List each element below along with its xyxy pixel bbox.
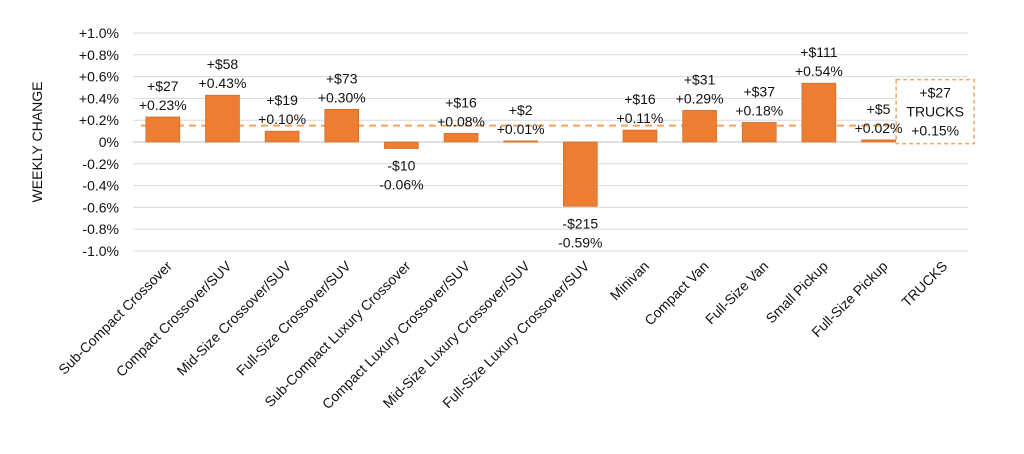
bar [443,132,479,143]
bar-dollar-label: -$215 [562,215,598,231]
bar-percent-label: +0.18% [735,102,783,118]
bar-dollar-label: +$58 [207,56,239,72]
average-percent-label: +0.15% [911,123,959,139]
bar-percent-label: +0.02% [855,120,903,136]
bar-percent-label: +0.01% [497,121,545,137]
x-category-label: Minivan [607,258,652,303]
bar [264,130,300,143]
y-tick-label: +0.2% [79,112,119,128]
bar-percent-label: +0.54% [795,63,843,79]
y-tick-label: +0.6% [79,69,119,85]
bar [145,116,181,143]
bar-percent-label: +0.43% [199,75,247,91]
x-category-label: Compact Van [641,258,712,329]
bar-percent-label: +0.29% [676,90,724,106]
bar-dollar-label: +$31 [684,71,716,87]
bar [741,122,777,143]
x-category-label: Full-Size Crossover/SUV [233,257,354,378]
y-tick-label: -0.4% [82,178,119,194]
average-line-group: +$27 TRUCKS +0.15% [141,78,975,145]
y-tick-label: -1.0% [82,243,119,259]
bar [205,94,240,143]
average-name-label: TRUCKS [906,104,964,120]
bar-dollar-label: -$10 [387,158,415,174]
bar [503,140,538,143]
y-axis-ticks: +1.0% +0.8% +0.6% +0.4% +0.2% 0% -0.2% -0.4% -0.… [79,25,119,259]
bar [563,141,598,207]
bar-percent-label: +0.10% [258,111,306,127]
bar-dollar-label: +$5 [867,101,891,117]
bar-percent-label: +0.30% [318,89,366,105]
bar [324,109,360,143]
bar [861,139,896,143]
bar-dollar-label: +$19 [266,92,298,108]
bar-percent-label: -0.06% [379,177,423,193]
bar-dollar-label: +$111 [800,44,837,60]
y-tick-label: +0.8% [79,47,119,63]
x-category-label: Sub-Compact Crossover [55,258,175,378]
y-tick-label: -0.8% [82,221,119,237]
bar-percent-label: +0.08% [437,113,485,129]
bar-dollar-label: +$2 [509,102,533,118]
data-labels: +$27 +0.23% +$58 +0.43% +$19 +0.10% +$73 +0.30%… [139,44,903,250]
bar-dollar-label: +$27 [147,78,179,94]
y-axis-title: WEEKLY CHANGE [29,82,45,203]
y-tick-label: -0.2% [82,156,119,172]
bar-dollar-label: +$16 [624,91,656,107]
average-label-box [895,78,975,145]
x-category-label: Compact Crossover/SUV [113,257,235,379]
y-tick-label: +1.0% [79,25,119,41]
bar-dollar-label: +$37 [743,83,775,99]
x-category-label: TRUCKS [898,258,950,310]
average-dollar-label: +$27 [919,85,951,101]
y-tick-label: -0.6% [82,199,119,215]
bar-dollar-label: +$73 [326,70,358,86]
bar [801,82,837,143]
bar-percent-label: -0.59% [558,234,602,250]
bar [384,141,419,149]
bar [682,110,717,143]
x-category-label: Full-Size Van [702,258,771,327]
bar-dollar-label: +$16 [445,94,477,110]
y-tick-label: 0% [99,134,119,150]
y-tick-label: +0.4% [79,90,119,106]
x-category-label: Mid-Size Crossover/SUV [173,257,294,378]
bar [622,129,658,143]
bar-percent-label: +0.11% [617,110,664,126]
bar-percent-label: +0.23% [139,97,187,113]
bars [145,82,896,207]
